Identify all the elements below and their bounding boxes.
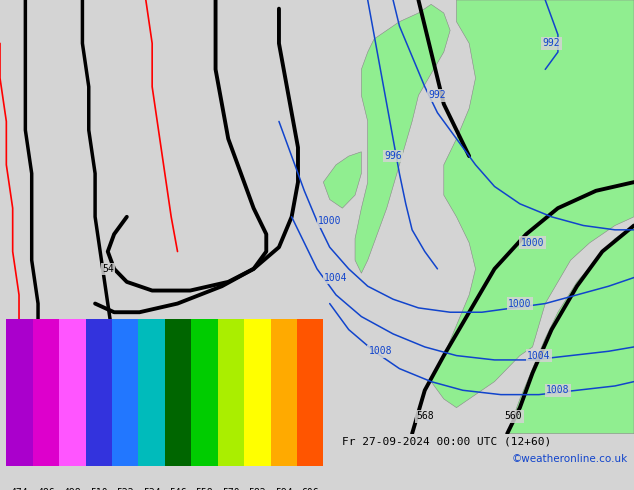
Text: 474: 474 <box>11 488 29 490</box>
Bar <box>112 318 138 466</box>
Bar <box>244 318 271 466</box>
Text: Fr 27-09-2024 00:00 UTC (12+60): Fr 27-09-2024 00:00 UTC (12+60) <box>342 437 552 446</box>
Bar <box>86 318 112 466</box>
Text: 1004: 1004 <box>527 350 551 361</box>
Text: Thickness 500/1000 hPa/SLP/Height 500 hPa: Thickness 500/1000 hPa/SLP/Height 500 hP… <box>6 437 283 446</box>
Text: 522: 522 <box>117 488 134 490</box>
Text: 996: 996 <box>384 151 402 161</box>
Polygon shape <box>431 0 634 408</box>
Text: 534: 534 <box>143 488 160 490</box>
Bar <box>165 318 191 466</box>
Text: 1008: 1008 <box>368 346 392 356</box>
Bar <box>33 318 59 466</box>
Text: 552: 552 <box>162 324 180 335</box>
Text: 1004: 1004 <box>324 272 348 283</box>
Text: 992: 992 <box>543 38 560 49</box>
Text: 54: 54 <box>102 264 113 274</box>
Bar <box>59 318 86 466</box>
Text: 546: 546 <box>169 488 187 490</box>
Text: 558: 558 <box>196 488 213 490</box>
Polygon shape <box>355 4 450 273</box>
Text: 568: 568 <box>416 411 434 421</box>
Bar <box>217 318 244 466</box>
Polygon shape <box>323 152 361 208</box>
Text: 1000: 1000 <box>521 238 545 248</box>
Text: 1000: 1000 <box>318 216 342 226</box>
Bar <box>271 318 297 466</box>
Text: 594: 594 <box>275 488 292 490</box>
Text: 510: 510 <box>90 488 108 490</box>
Text: 606: 606 <box>301 488 319 490</box>
Text: 992: 992 <box>429 90 446 100</box>
Text: 1008: 1008 <box>546 385 570 395</box>
Bar <box>138 318 165 466</box>
Bar <box>297 318 323 466</box>
Bar <box>191 318 217 466</box>
Bar <box>6 318 33 466</box>
Text: 498: 498 <box>63 488 81 490</box>
Text: ©weatheronline.co.uk: ©weatheronline.co.uk <box>512 454 628 464</box>
Text: 560: 560 <box>169 368 186 378</box>
Polygon shape <box>507 225 634 434</box>
Text: 1000: 1000 <box>508 298 532 309</box>
Text: 582: 582 <box>249 488 266 490</box>
Text: 570: 570 <box>222 488 240 490</box>
Text: 560: 560 <box>505 411 522 421</box>
Text: 486: 486 <box>37 488 55 490</box>
